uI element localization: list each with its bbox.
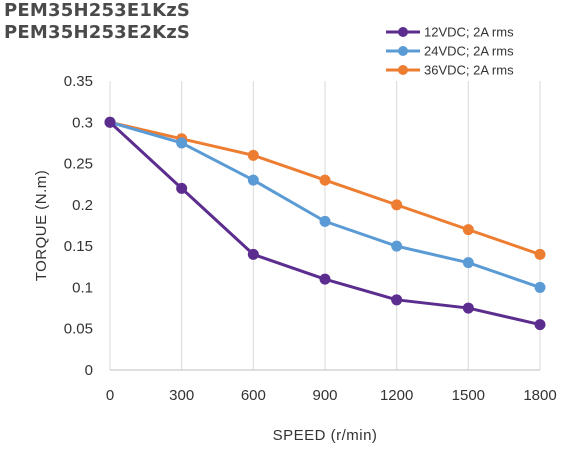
data-point — [534, 319, 546, 331]
y-tick-label: 0.15 — [64, 238, 93, 255]
legend: 12VDC; 2A rms 24VDC; 2A rms 36VDC; 2A rms — [386, 25, 514, 78]
y-tick-label: 0.1 — [72, 279, 93, 296]
data-point — [462, 224, 474, 236]
data-point — [462, 257, 474, 269]
data-point — [391, 294, 403, 306]
data-point — [319, 174, 331, 186]
chart-title-line-1: PEM35H253E1KzS — [4, 0, 191, 21]
data-point — [534, 248, 546, 260]
data-point — [391, 199, 403, 211]
y-tick-label: 0.25 — [64, 156, 93, 173]
x-axis-label: SPEED (r/min) — [273, 427, 378, 444]
x-tick-label: 900 — [312, 387, 337, 404]
data-point — [247, 248, 259, 260]
legend-swatch-marker — [398, 46, 408, 56]
x-tick-label: 600 — [241, 387, 266, 404]
data-point — [247, 149, 259, 161]
data-point — [319, 273, 331, 285]
y-tick-label: 0 — [85, 362, 93, 379]
y-axis-ticks: 0 0.05 0.1 0.15 0.2 0.25 0.3 0.35 — [64, 73, 93, 379]
legend-swatch-marker — [398, 27, 408, 37]
y-tick-label: 0.2 — [72, 197, 93, 214]
data-point — [176, 137, 188, 149]
x-tick-label: 300 — [169, 387, 194, 404]
x-tick-label: 1500 — [452, 387, 485, 404]
series-lines — [104, 116, 546, 331]
x-tick-label: 0 — [106, 387, 114, 404]
data-point — [176, 182, 188, 194]
legend-swatch-marker — [398, 65, 408, 75]
y-tick-label: 0.05 — [64, 321, 93, 338]
x-tick-label: 1800 — [523, 387, 556, 404]
data-point — [391, 240, 403, 252]
data-point — [247, 174, 259, 186]
legend-entry: 24VDC; 2A rms — [424, 44, 514, 59]
data-point — [462, 302, 474, 314]
x-tick-label: 1200 — [380, 387, 413, 404]
data-point — [319, 215, 331, 227]
data-point — [104, 116, 116, 128]
data-point — [534, 281, 546, 293]
legend-entry: 36VDC; 2A rms — [424, 63, 514, 78]
y-axis-label: TORQUE (N.m) — [33, 170, 50, 282]
chart-title-line-2: PEM35H253E2KzS — [4, 22, 191, 43]
legend-entry: 12VDC; 2A rms — [424, 25, 514, 40]
y-tick-label: 0.3 — [72, 114, 93, 131]
y-tick-label: 0.35 — [64, 73, 93, 90]
x-axis-ticks: 0 300 600 900 1200 1500 1800 — [106, 387, 557, 404]
